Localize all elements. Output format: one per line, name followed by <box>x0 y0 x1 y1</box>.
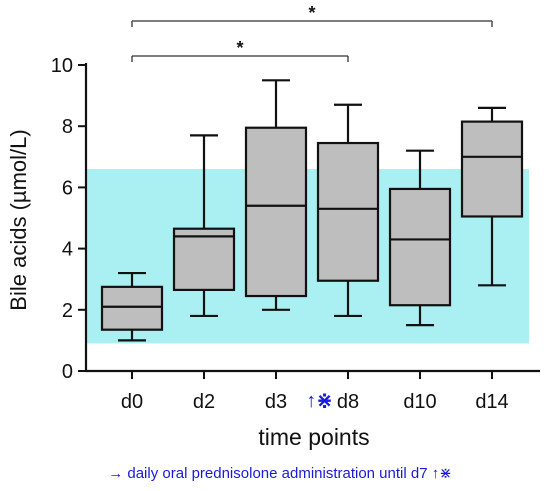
y-axis-label: Bile acids (µmol/L) <box>6 129 31 310</box>
y-tick-label: 6 <box>62 177 73 199</box>
significance-bracket-d0-d14: * <box>131 3 493 27</box>
y-tick-label: 2 <box>62 300 73 322</box>
y-tick-label: 8 <box>62 116 73 138</box>
x-axis-label: time points <box>258 424 369 450</box>
box-d3 <box>244 79 308 311</box>
x-tick-label-d10: d10 <box>403 391 436 413</box>
box-d10 <box>388 149 452 327</box>
box-iqr <box>244 126 308 298</box>
significance-label: * <box>236 38 243 58</box>
x-tick-label-d8: d8 <box>337 391 359 413</box>
significance-label: * <box>308 3 315 23</box>
x-tick-label-d14: d14 <box>475 391 508 413</box>
box-d0 <box>100 271 164 342</box>
box-d14 <box>460 106 524 287</box>
x-tick-label-d0: d0 <box>121 391 143 413</box>
box-iqr <box>172 227 236 292</box>
x-tick-label-d3: d3 <box>265 391 287 413</box>
box-iqr <box>460 120 524 218</box>
box-d2 <box>172 134 236 318</box>
footnote: → daily oral prednisolone administration… <box>108 465 452 482</box>
box-iqr <box>388 187 452 307</box>
x-tick-label-d2: d2 <box>193 391 215 413</box>
box-iqr <box>316 141 380 282</box>
significance-bracket-d0-d8: * <box>131 38 349 62</box>
y-tick-label: 10 <box>51 55 73 77</box>
treatment-marker: ↑⋇ <box>306 390 333 412</box>
box-iqr <box>100 285 164 331</box>
box-d8 <box>316 103 380 318</box>
y-tick-label: 4 <box>62 239 73 261</box>
y-tick-label: 0 <box>62 361 73 383</box>
